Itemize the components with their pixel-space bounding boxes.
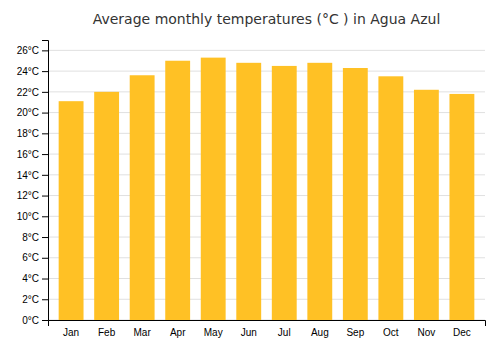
- bars: [59, 58, 475, 320]
- y-tick-label: 10°C: [17, 211, 39, 222]
- y-tick: 18°C: [17, 128, 48, 139]
- y-tick-mark: [42, 154, 48, 155]
- y-tick-label: 8°C: [22, 232, 39, 243]
- grid-line: [48, 71, 485, 72]
- grid: [48, 50, 485, 320]
- bar: [165, 61, 190, 320]
- x-tick: Aug: [311, 327, 329, 338]
- y-tick-label: 24°C: [17, 66, 39, 77]
- x-tick: Apr: [170, 327, 186, 338]
- x-tick: Nov: [417, 327, 435, 338]
- y-tick-mark: [42, 50, 48, 51]
- y-tick: 16°C: [17, 149, 48, 160]
- y-tick: 20°C: [17, 107, 48, 118]
- y-tick-label: 12°C: [17, 190, 39, 201]
- y-tick: 14°C: [17, 170, 48, 181]
- y-axis-line: [42, 41, 49, 321]
- bar: [130, 75, 155, 320]
- bar: [378, 76, 403, 320]
- x-tick: Jan: [63, 327, 79, 338]
- x-tick: Jul: [278, 327, 291, 338]
- y-tick: 10°C: [17, 211, 48, 222]
- x-tick: Oct: [383, 327, 399, 338]
- x-tick: May: [204, 327, 223, 338]
- y-tick: 24°C: [17, 66, 48, 77]
- x-tick-label: Aug: [311, 327, 329, 338]
- chart: 0°C 2°C 4°C 6°C 8°C 10°C 12°C 14°C 16°C 18°C 20°C 2…: [0, 0, 500, 350]
- y-tick-mark: [42, 216, 48, 217]
- bar: [272, 66, 297, 320]
- y-tick-label: 22°C: [17, 87, 39, 98]
- y-tick-label: 16°C: [17, 149, 39, 160]
- y-tick-mark: [42, 279, 48, 280]
- bar: [343, 68, 368, 320]
- title: Average monthly temperatures (°C ) in Ag…: [93, 11, 441, 27]
- x-tick-label: Jul: [278, 327, 291, 338]
- x-tick-label: Jan: [63, 327, 79, 338]
- y-tick-mark: [42, 258, 48, 259]
- y-tick-label: 14°C: [17, 170, 39, 181]
- x-tick-label: Sep: [346, 327, 364, 338]
- y-tick-mark: [42, 175, 48, 176]
- x-tick-label: Feb: [98, 327, 116, 338]
- y-tick: 6°C: [22, 252, 48, 263]
- y-tick-label: 26°C: [17, 45, 39, 56]
- x-tick: Sep: [346, 327, 364, 338]
- x-tick: Dec: [453, 327, 471, 338]
- x-tick-label: May: [204, 327, 223, 338]
- bar: [414, 90, 439, 320]
- y-tick-mark: [42, 113, 48, 114]
- y-tick-label: 0°C: [22, 315, 39, 326]
- y-tick: 22°C: [17, 87, 48, 98]
- y-tick-label: 6°C: [22, 252, 39, 263]
- y-tick: 12°C: [17, 190, 48, 201]
- plot: 0°C 2°C 4°C 6°C 8°C 10°C 12°C 14°C 16°C 18°C 20°C 2…: [17, 41, 486, 339]
- y-tick-mark: [42, 92, 48, 93]
- x-tick: Jun: [241, 327, 257, 338]
- y-tick-mark: [42, 196, 48, 197]
- x-tick: Feb: [98, 327, 116, 338]
- y-tick-label: 2°C: [22, 294, 39, 305]
- y-tick-mark: [42, 71, 48, 72]
- x-axis: Jan Feb Mar Apr May Jun Jul Aug Sep Oct Nov Dec: [49, 321, 486, 339]
- y-tick: 2°C: [22, 294, 48, 305]
- x-tick-label: Dec: [453, 327, 471, 338]
- bar: [449, 94, 474, 320]
- x-tick-label: Mar: [134, 327, 152, 338]
- y-tick-mark: [42, 320, 48, 321]
- y-tick: 8°C: [22, 232, 48, 243]
- x-axis-line: [49, 321, 486, 327]
- bar: [307, 63, 332, 320]
- y-tick: 4°C: [22, 273, 48, 284]
- y-tick-mark: [42, 299, 48, 300]
- y-tick-label: 18°C: [17, 128, 39, 139]
- y-tick-label: 4°C: [22, 273, 39, 284]
- x-tick: Mar: [134, 327, 152, 338]
- grid-line: [48, 50, 485, 51]
- y-tick: 0°C: [22, 315, 48, 326]
- bar: [201, 58, 226, 320]
- y-tick-mark: [42, 133, 48, 134]
- bar: [236, 63, 261, 320]
- y-tick: 26°C: [17, 45, 48, 56]
- y-tick-mark: [42, 237, 48, 238]
- y-tick-label: 20°C: [17, 107, 39, 118]
- x-tick-label: Nov: [417, 327, 435, 338]
- bar: [59, 101, 84, 320]
- y-axis: 0°C 2°C 4°C 6°C 8°C 10°C 12°C 14°C 16°C 18°C 20°C 2…: [17, 41, 49, 326]
- x-tick-label: Jun: [241, 327, 257, 338]
- x-tick-label: Apr: [170, 327, 186, 338]
- x-tick-label: Oct: [383, 327, 399, 338]
- bar: [94, 92, 119, 320]
